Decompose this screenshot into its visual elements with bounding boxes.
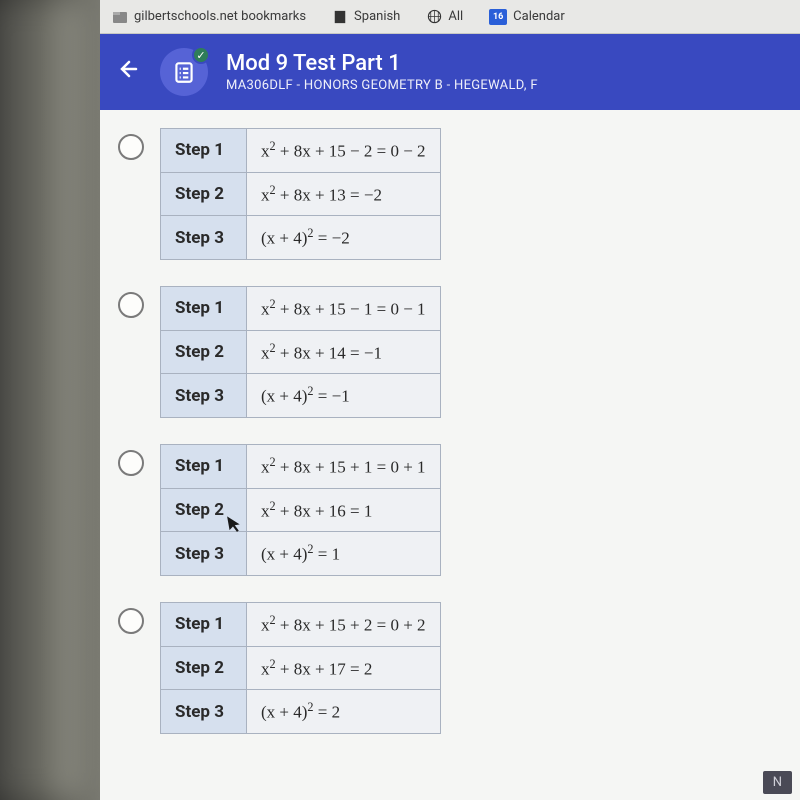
radio-input[interactable] xyxy=(118,450,144,476)
step-label: Step 1 xyxy=(161,129,247,173)
table-row: Step 1 x2 + 8x + 15 − 1 = 0 − 1 xyxy=(161,286,441,330)
step-label: Step 3 xyxy=(161,690,247,734)
step-label: Step 3 xyxy=(161,216,247,260)
table-row: Step 3 (x + 4)2 = 2 xyxy=(161,690,441,734)
equation: (x + 4)2 = 1 xyxy=(247,532,441,576)
table-row: Step 2 x2 + 8x + 17 = 2 xyxy=(161,646,441,690)
equation: (x + 4)2 = −2 xyxy=(247,216,441,260)
equation: (x + 4)2 = −1 xyxy=(247,374,441,418)
table-row: Step 2 x2 + 8x + 13 = −2 xyxy=(161,172,441,216)
table-row: Step 1 x2 + 8x + 15 − 2 = 0 − 2 xyxy=(161,129,441,173)
table-row: Step 1 x2 + 8x + 15 + 1 = 0 + 1 xyxy=(161,444,441,488)
bookmark-label: Calendar xyxy=(513,9,565,24)
bookmark-globe-icon xyxy=(426,9,442,25)
bookmark-label: gilbertschools.net bookmarks xyxy=(134,9,306,24)
bookmark-page-icon xyxy=(332,9,348,25)
steps-table: Step 1 x2 + 8x + 15 − 2 = 0 − 2 Step 2 x… xyxy=(160,128,441,260)
bookmark-item[interactable]: Spanish xyxy=(332,9,400,25)
browser-bookmark-bar: gilbertschools.net bookmarks Spanish All… xyxy=(100,0,800,34)
answer-option-2[interactable]: Step 1 x2 + 8x + 15 − 1 = 0 − 1 Step 2 x… xyxy=(118,286,776,418)
check-icon: ✓ xyxy=(192,46,210,64)
answer-option-1[interactable]: Step 1 x2 + 8x + 15 − 2 = 0 − 2 Step 2 x… xyxy=(118,128,776,260)
app-viewport: ✓ Mod 9 Test Part 1 MA306DLF - HONORS GE… xyxy=(100,34,800,800)
bookmark-item[interactable]: gilbertschools.net bookmarks xyxy=(112,9,306,25)
calendar-icon: 16 xyxy=(489,9,507,25)
table-row: Step 3 (x + 4)2 = 1 xyxy=(161,532,441,576)
bottom-note: N xyxy=(763,771,792,794)
equation: x2 + 8x + 16 = 1 xyxy=(247,488,441,532)
radio-input[interactable] xyxy=(118,608,144,634)
table-row: Step 2 x2 + 8x + 14 = −1 xyxy=(161,330,441,374)
equation: x2 + 8x + 17 = 2 xyxy=(247,646,441,690)
bookmark-label: All xyxy=(448,9,463,24)
step-label: Step 2 xyxy=(161,330,247,374)
equation: x2 + 8x + 15 − 1 = 0 − 1 xyxy=(247,286,441,330)
equation: x2 + 8x + 15 + 1 = 0 + 1 xyxy=(247,444,441,488)
answer-option-4[interactable]: Step 1 x2 + 8x + 15 + 2 = 0 + 2 Step 2 x… xyxy=(118,602,776,734)
step-label: Step 1 xyxy=(161,444,247,488)
radio-input[interactable] xyxy=(118,292,144,318)
steps-table: Step 1 x2 + 8x + 15 − 1 = 0 − 1 Step 2 x… xyxy=(160,286,441,418)
table-row: Step 2 x2 + 8x + 16 = 1 xyxy=(161,488,441,532)
bookmark-item[interactable]: All xyxy=(426,9,463,25)
steps-table: Step 1 x2 + 8x + 15 + 1 = 0 + 1 Step 2 x… xyxy=(160,444,441,576)
equation: (x + 4)2 = 2 xyxy=(247,690,441,734)
app-header: ✓ Mod 9 Test Part 1 MA306DLF - HONORS GE… xyxy=(100,34,800,110)
equation: x2 + 8x + 15 + 2 = 0 + 2 xyxy=(247,602,441,646)
equation: x2 + 8x + 13 = −2 xyxy=(247,172,441,216)
equation: x2 + 8x + 15 − 2 = 0 − 2 xyxy=(247,129,441,173)
page-subtitle: MA306DLF - HONORS GEOMETRY B - HEGEWALD,… xyxy=(226,78,538,93)
step-label: Step 2 xyxy=(161,172,247,216)
equation: x2 + 8x + 14 = −1 xyxy=(247,330,441,374)
step-label: Step 2 xyxy=(161,646,247,690)
bookmark-label: Spanish xyxy=(354,9,400,24)
table-row: Step 1 x2 + 8x + 15 + 2 = 0 + 2 xyxy=(161,602,441,646)
steps-table: Step 1 x2 + 8x + 15 + 2 = 0 + 2 Step 2 x… xyxy=(160,602,441,734)
page-title: Mod 9 Test Part 1 xyxy=(226,51,538,77)
table-row: Step 3 (x + 4)2 = −1 xyxy=(161,374,441,418)
step-label: Step 1 xyxy=(161,286,247,330)
question-options: Step 1 x2 + 8x + 15 − 2 = 0 − 2 Step 2 x… xyxy=(100,110,800,784)
radio-input[interactable] xyxy=(118,134,144,160)
table-row: Step 3 (x + 4)2 = −2 xyxy=(161,216,441,260)
bookmark-item[interactable]: 16 Calendar xyxy=(489,9,565,25)
answer-option-3[interactable]: Step 1 x2 + 8x + 15 + 1 = 0 + 1 Step 2 x… xyxy=(118,444,776,576)
step-label: Step 1 xyxy=(161,602,247,646)
bookmark-folder-icon xyxy=(112,9,128,25)
back-button[interactable] xyxy=(118,57,142,88)
step-label: Step 3 xyxy=(161,374,247,418)
assignment-badge[interactable]: ✓ xyxy=(160,48,208,96)
